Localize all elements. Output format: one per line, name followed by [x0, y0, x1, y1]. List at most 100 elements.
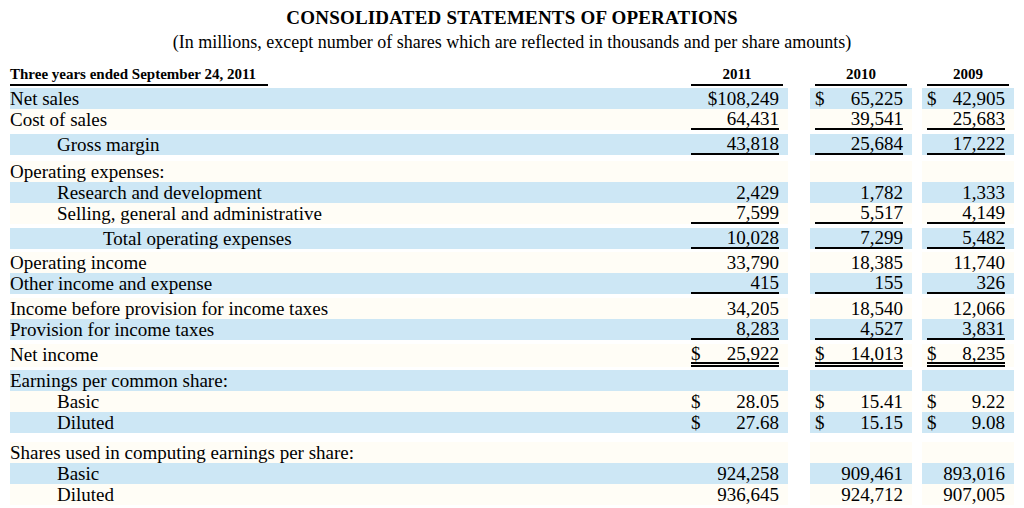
cell-value: 1,782 [860, 182, 903, 203]
value-cell-2010: 39,541 [810, 109, 912, 130]
value-cell-2010: $65,225 [810, 88, 912, 109]
cell-content [815, 161, 903, 182]
row-label: Net income [10, 344, 98, 365]
table-row: Other income and expense415155326 [10, 273, 1014, 294]
column-gap [912, 442, 922, 463]
cell-value: 17,222 [953, 133, 1005, 154]
row-label-cell: Shares used in computing earnings per sh… [10, 442, 686, 463]
value-cell-2009: $42,905 [922, 88, 1014, 109]
value-cell-2011: 924,258 [686, 463, 788, 484]
cell-value: 64,431 [727, 108, 779, 129]
value-cell-2011: 936,645 [686, 484, 788, 505]
value-cell-2011: 7,599 [686, 203, 788, 224]
value-cell-2010 [810, 370, 912, 391]
year-column-header-cell: 2010 [810, 66, 912, 86]
row-label-cell: Diluted [10, 484, 686, 505]
dollar-sign: $ [691, 391, 701, 412]
column-gap [912, 134, 922, 155]
cell-value: 25,684 [851, 133, 903, 154]
cell-content [691, 370, 779, 391]
cell-content: 936,645 [691, 484, 779, 505]
column-gap [912, 252, 922, 273]
cell-value: 5,482 [962, 227, 1005, 248]
dollar-sign: $ [927, 88, 937, 109]
operations-table: Three years ended September 24, 2011 201… [10, 66, 1014, 505]
cell-content: 909,461 [815, 463, 903, 484]
column-gap [912, 484, 922, 505]
row-label: Cost of sales [10, 109, 107, 130]
value-cell-2011: 2,429 [686, 182, 788, 203]
dollar-sign: $ [691, 343, 701, 364]
year-header-2010: 2010 [815, 66, 907, 86]
column-gap [788, 463, 810, 484]
table-row: Diluted936,645924,712907,005 [10, 484, 1014, 505]
row-label: Diluted [57, 412, 114, 433]
dollar-sign: $ [815, 412, 825, 433]
cell-content: $9.22 [927, 391, 1005, 412]
column-gap [912, 109, 922, 130]
cell-content: $28.05 [691, 391, 779, 412]
table-row: Income before provision for income taxes… [10, 298, 1014, 319]
cell-content: 2,429 [691, 182, 779, 203]
value-cell-2011 [686, 370, 788, 391]
cell-value: 924,258 [717, 463, 779, 484]
column-gap [912, 203, 922, 224]
cell-content [691, 442, 779, 463]
cell-content: $15.15 [815, 412, 903, 433]
cell-content: 11,740 [927, 252, 1005, 273]
column-gap [788, 412, 810, 433]
cell-value: 415 [751, 272, 780, 293]
dollar-sign: $ [815, 88, 825, 109]
value-cell-2010: 924,712 [810, 484, 912, 505]
row-label: Shares used in computing earnings per sh… [10, 442, 354, 463]
column-gap [912, 391, 922, 412]
row-label: Basic [57, 391, 99, 412]
cell-value: 34,205 [727, 298, 779, 319]
value-cell-2011: $28.05 [686, 391, 788, 412]
value-cell-2010: 155 [810, 273, 912, 294]
row-label: Operating expenses: [10, 161, 165, 182]
cell-value: 924,712 [841, 484, 903, 505]
cell-content: 25,683 [927, 109, 1005, 130]
cell-value: 10,028 [727, 227, 779, 248]
column-gap [912, 298, 922, 319]
column-gap [788, 203, 810, 224]
value-cell-2010: 5,517 [810, 203, 912, 224]
cell-content [927, 370, 1005, 391]
value-cell-2011 [686, 161, 788, 182]
cell-content: $8,235 [927, 344, 1005, 367]
table-header-row: Three years ended September 24, 2011 201… [10, 66, 1014, 86]
cell-value: 7,599 [736, 202, 779, 223]
row-label-cell: Diluted [10, 412, 686, 433]
value-cell-2010: 1,782 [810, 182, 912, 203]
value-cell-2010: $15.41 [810, 391, 912, 412]
column-gap [788, 161, 810, 182]
row-label: Net sales [10, 88, 79, 109]
cell-content: $25,922 [691, 344, 779, 367]
cell-value: 909,461 [841, 463, 903, 484]
statement-title: CONSOLIDATED STATEMENTS OF OPERATIONS [0, 6, 1024, 29]
column-gap [788, 228, 810, 249]
value-cell-2010: 25,684 [810, 134, 912, 155]
cell-content: 3,831 [927, 319, 1005, 340]
cell-value: 18,385 [851, 252, 903, 273]
row-label: Gross margin [57, 134, 160, 155]
cell-content: 25,684 [815, 134, 903, 155]
cell-content: 924,258 [691, 463, 779, 484]
table-caption-cell: Three years ended September 24, 2011 [10, 66, 686, 86]
row-label: Income before provision for income taxes [10, 298, 328, 319]
value-cell-2010 [810, 442, 912, 463]
column-gap [788, 370, 810, 391]
cell-content: 155 [815, 273, 903, 294]
table-row: Net sales$108,249$65,225$42,905 [10, 88, 1014, 109]
value-cell-2011: 415 [686, 273, 788, 294]
row-label: Total operating expenses [103, 228, 292, 249]
value-cell-2011: 10,028 [686, 228, 788, 249]
cell-content: $15.41 [815, 391, 903, 412]
cell-content: 34,205 [691, 298, 779, 319]
value-cell-2011: $25,922 [686, 344, 788, 367]
cell-content [927, 161, 1005, 182]
cell-value: 42,905 [953, 88, 1005, 109]
column-gap [788, 442, 810, 463]
column-gap [788, 298, 810, 319]
